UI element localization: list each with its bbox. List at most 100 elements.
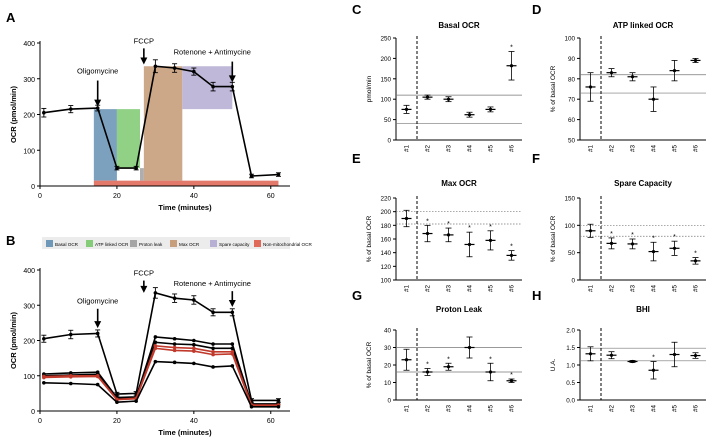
data-point xyxy=(211,346,215,351)
category-label: #2 xyxy=(609,285,616,293)
category-label: #3 xyxy=(446,285,453,293)
legend-label: Non-mitochondrial OCR xyxy=(263,242,312,247)
panel-title: Basal OCR xyxy=(438,21,480,30)
data-point xyxy=(467,113,472,117)
data-point xyxy=(230,84,235,89)
y-tick-label: 400 xyxy=(23,41,35,48)
data-point xyxy=(134,399,138,403)
category-label: #4 xyxy=(651,405,658,413)
annotation-label: Rotenone + Antimycine xyxy=(174,279,251,288)
data-point xyxy=(693,58,698,63)
data-point xyxy=(211,349,215,354)
y-tick-label: 180 xyxy=(380,223,391,230)
legend-swatch xyxy=(210,240,217,247)
significance-star: * xyxy=(652,355,655,362)
category-label: #1 xyxy=(404,145,411,153)
data-point xyxy=(192,346,196,351)
annotation-arrow-head xyxy=(94,321,102,329)
category-label: #1 xyxy=(588,405,595,413)
data-point xyxy=(172,345,177,350)
category-label: #4 xyxy=(651,145,658,153)
data-point xyxy=(488,238,493,242)
category-label: #6 xyxy=(693,145,700,153)
y-tick-label: 0 xyxy=(571,278,575,285)
panel-C: C Basal OCR 0 50 100 150 200 250 pmol/min #1 #2 #3 #… xyxy=(352,2,522,152)
data-point xyxy=(446,365,451,369)
data-point xyxy=(609,241,614,245)
y-tick-label: 80 xyxy=(568,76,576,83)
series-line-OCR xyxy=(43,65,279,177)
category-label: #1 xyxy=(588,285,595,293)
y-tick-label: 10 xyxy=(384,380,392,387)
category-label: #6 xyxy=(509,405,516,413)
data-point xyxy=(588,352,593,356)
data-point xyxy=(404,216,409,221)
legend-swatch xyxy=(130,240,137,247)
legend-background xyxy=(42,237,290,249)
y-axis-label: % of basal OCR xyxy=(366,341,373,388)
category-label: #3 xyxy=(630,285,637,293)
annotation-arrow-head xyxy=(94,99,102,107)
significance-star: * xyxy=(673,234,676,241)
region-non-mitochondrial-ocr xyxy=(93,180,279,186)
significance-star: * xyxy=(610,231,613,238)
y-tick-label: 250 xyxy=(380,36,391,43)
legend-label: Basal OCR xyxy=(55,242,79,247)
data-point xyxy=(211,365,215,369)
y-tick-label: 100 xyxy=(23,374,35,381)
category-label: #6 xyxy=(693,285,700,293)
data-point xyxy=(211,84,215,89)
data-point xyxy=(588,85,593,89)
data-point xyxy=(172,66,177,70)
data-point xyxy=(630,359,635,364)
data-point xyxy=(192,338,196,343)
y-tick-label: 0.5 xyxy=(566,380,575,387)
data-point xyxy=(230,342,235,346)
y-tick-label: 50 xyxy=(384,117,392,124)
data-point xyxy=(467,345,472,350)
data-point xyxy=(509,64,514,68)
data-point xyxy=(609,353,614,357)
panel-letter: F xyxy=(532,151,540,166)
data-point xyxy=(672,352,677,357)
y-tick-label: 300 xyxy=(23,77,35,84)
y-tick-label: 220 xyxy=(380,196,391,203)
data-point xyxy=(230,364,235,368)
category-label: #2 xyxy=(609,405,616,413)
data-point xyxy=(153,343,158,348)
y-tick-label: 60 xyxy=(568,117,576,124)
y-tick-label: 120 xyxy=(380,264,391,271)
category-label: #1 xyxy=(404,405,411,413)
x-axis-label: Time (minutes) xyxy=(158,203,212,212)
panel-title: Max OCR xyxy=(441,179,477,188)
category-label: #6 xyxy=(693,405,700,413)
region-max-ocr xyxy=(143,66,183,181)
data-point xyxy=(425,370,430,374)
category-label: #1 xyxy=(404,285,411,293)
category-label: #6 xyxy=(509,285,516,293)
y-tick-label: 90 xyxy=(568,56,576,63)
data-point xyxy=(651,97,656,101)
category-label: #3 xyxy=(630,145,637,153)
category-label: #5 xyxy=(672,145,679,153)
data-point xyxy=(115,400,119,404)
y-tick-label: 150 xyxy=(380,76,391,83)
panel-letter: H xyxy=(532,288,541,303)
y-tick-label: 160 xyxy=(380,237,391,244)
significance-star: * xyxy=(447,221,450,228)
y-tick-label: 70 xyxy=(568,97,576,104)
category-label: #4 xyxy=(467,145,474,153)
y-axis-label: % of basal OCR xyxy=(550,215,557,262)
data-point xyxy=(467,242,472,247)
category-label: #6 xyxy=(509,145,516,153)
data-point xyxy=(153,335,158,339)
data-point xyxy=(172,336,177,341)
y-tick-label: 200 xyxy=(23,339,35,346)
y-axis-label: OCR (pmol/min) xyxy=(9,85,18,143)
significance-star: * xyxy=(510,244,513,251)
data-point xyxy=(446,233,451,237)
annotation-label: Oligomycine xyxy=(77,66,118,75)
panel-letter: G xyxy=(352,288,362,303)
data-point xyxy=(672,69,677,73)
data-point xyxy=(153,291,158,295)
